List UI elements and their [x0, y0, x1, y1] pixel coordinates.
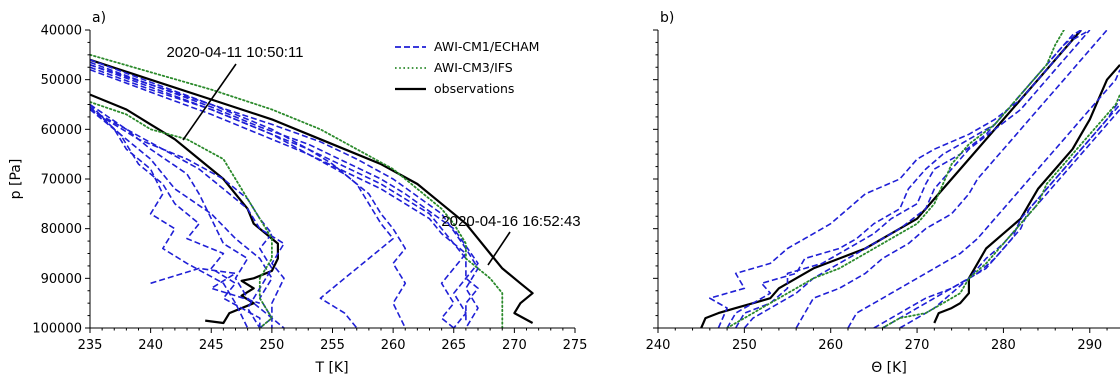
panel-a-y-axis-label: p [Pa]: [8, 159, 24, 200]
a-x-tick-label: 245: [199, 338, 224, 353]
b-series-line-1: [933, 64, 1120, 324]
panel-a-x-ticks: 235 240 245 250 255 260 265 270 275: [78, 328, 588, 353]
b-x-tick-label: 260: [818, 338, 843, 353]
b-series-line-8: [873, 99, 1120, 328]
a-series-line-15: [90, 101, 273, 328]
a-series-line-9: [90, 64, 394, 328]
panel-a-series-group: [90, 53, 534, 328]
a-x-tick-label: 270: [502, 338, 527, 353]
a-series-line-11: [90, 68, 467, 328]
a-x-tick-label: 255: [320, 338, 345, 353]
legend-label-ifs: AWI-CM3/IFS: [434, 60, 513, 75]
a-y-tick-label: 50000: [41, 73, 82, 88]
panel-b-y-ticks: [653, 29, 658, 329]
a-series-line-6: [90, 103, 285, 328]
annotation-second-sounding: 2020-04-16 16:52:43: [441, 213, 580, 230]
a-series-line-13: [90, 61, 479, 328]
a-x-tick-label: 240: [138, 338, 163, 353]
a-series-line-12: [90, 64, 479, 323]
annotation-first-arrow: [182, 63, 237, 141]
a-series-line-2: [90, 103, 249, 328]
panel-a-label: a): [92, 10, 106, 26]
b-series-line-5: [743, 30, 1091, 328]
b-x-tick-label: 250: [732, 338, 757, 353]
a-x-tick-label: 265: [441, 338, 466, 353]
panel-b-x-ticks: 240 250 260 270 280 290: [646, 328, 1108, 353]
b-x-tick-label: 270: [905, 338, 930, 353]
a-y-tick-label: 40000: [41, 24, 82, 39]
a-series-line-1: [90, 58, 534, 324]
a-series-line-8: [150, 267, 261, 304]
panel-b-series-group: [700, 30, 1120, 328]
b-series-line-6: [795, 30, 1108, 328]
a-series-line-5: [90, 108, 273, 328]
a-y-tick-label: 100000: [32, 322, 82, 337]
b-x-tick-label: 240: [646, 338, 671, 353]
annotation-first-sounding: 2020-04-11 10:50:11: [166, 44, 303, 61]
a-y-tick-label: 70000: [41, 173, 82, 188]
b-series-line-12: [881, 93, 1120, 328]
a-y-tick-label: 60000: [41, 123, 82, 138]
b-series-line-11: [726, 30, 1065, 328]
a-series-line-10: [90, 66, 407, 328]
panel-a-annotations: 2020-04-11 10:50:11 2020-04-16 16:52:43: [166, 44, 581, 266]
a-series-line-7: [90, 108, 273, 328]
b-x-tick-label: 290: [1077, 338, 1102, 353]
b-series-line-3: [726, 30, 1082, 328]
panel-b-label: b): [660, 10, 674, 26]
panel-b: b) 240 250 260 270 280 290 Θ [K]: [646, 10, 1120, 376]
b-series-line-2: [709, 30, 1091, 328]
a-series-line-0: [90, 93, 279, 325]
legend-label-observations: observations: [434, 81, 514, 96]
b-series-line-7: [847, 69, 1120, 328]
a-y-tick-label: 90000: [41, 272, 82, 287]
b-series-line-9: [882, 103, 1120, 328]
a-x-tick-label: 260: [381, 338, 406, 353]
b-x-tick-label: 280: [991, 338, 1016, 353]
a-x-tick-label: 250: [259, 338, 284, 353]
a-series-line-3: [90, 106, 261, 328]
annotation-second-arrow: [487, 231, 511, 266]
panel-a-x-axis-label: T [K]: [314, 360, 348, 376]
panel-a-y-ticks: 40000 50000 60000 70000 80000 90000 100000: [32, 24, 90, 337]
b-series-line-0: [700, 30, 1082, 328]
a-series-line-14: [90, 59, 479, 328]
panel-b-x-axis-label: Θ [K]: [871, 360, 907, 376]
panel-a: a) 235 240 245 250 255 260 265 270 275 40000 5000…: [8, 10, 587, 376]
legend: AWI-CM1/ECHAM AWI-CM3/IFS observations: [395, 39, 539, 96]
legend-label-echam: AWI-CM1/ECHAM: [434, 39, 539, 54]
a-x-tick-label: 235: [78, 338, 103, 353]
a-y-tick-label: 80000: [41, 222, 82, 237]
a-x-tick-label: 275: [563, 338, 588, 353]
